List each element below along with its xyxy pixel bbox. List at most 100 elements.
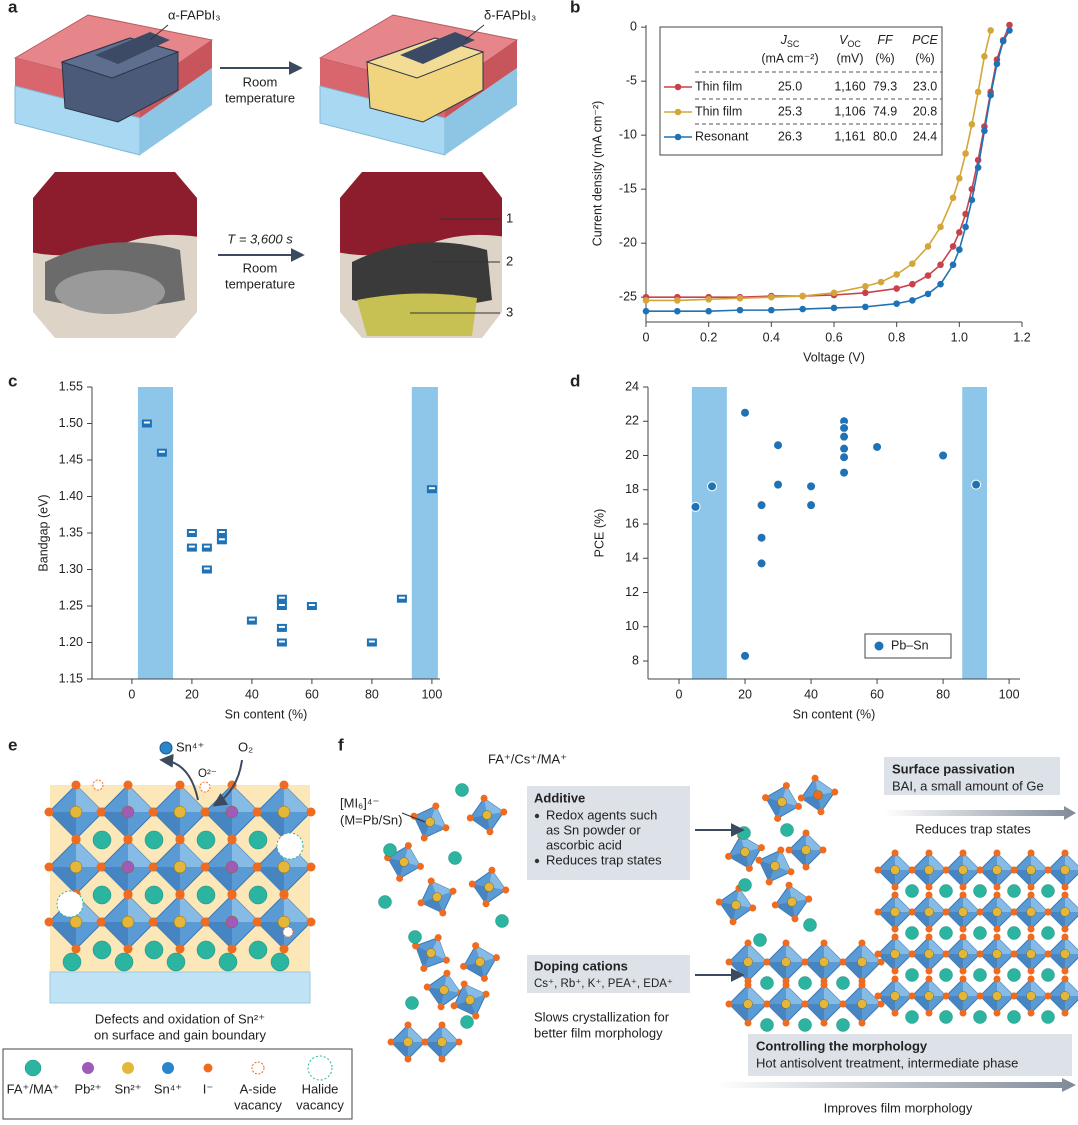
y-tick-label: -25 (619, 289, 637, 303)
point (993, 60, 1001, 68)
info-box (527, 955, 690, 993)
oct-facet (912, 954, 929, 971)
photo (340, 172, 502, 338)
octahedron (942, 975, 984, 1017)
oct-facet (878, 996, 895, 1013)
iodide (455, 1038, 463, 1046)
iodide (482, 990, 490, 998)
point (756, 532, 767, 543)
label: vacancy (234, 1097, 282, 1112)
marker-stripe (278, 640, 285, 643)
octahedron (762, 782, 802, 822)
oct-facet (153, 922, 180, 949)
oct-facet (128, 840, 155, 867)
iodide (200, 917, 210, 927)
point (156, 448, 167, 457)
iodide (976, 908, 984, 916)
oct-facet (205, 812, 232, 839)
point (799, 305, 806, 313)
b-cation (924, 865, 934, 875)
point (674, 297, 681, 304)
oct-facet (425, 1042, 442, 1059)
series-line (646, 30, 992, 302)
iodide (801, 958, 809, 966)
highlight-band (691, 387, 727, 679)
y-tick-label: 20 (625, 448, 639, 462)
table-cell: 79.3 (873, 79, 897, 93)
iodide (959, 883, 967, 891)
octahedron (412, 934, 450, 972)
octahedron (725, 981, 771, 1027)
point (924, 272, 932, 279)
point (396, 594, 407, 603)
octahedron (148, 835, 212, 899)
iodide (782, 1019, 790, 1027)
octahedron (421, 1021, 463, 1063)
b-cation (924, 907, 934, 917)
a-cation (24, 1059, 42, 1077)
iodide (715, 898, 723, 906)
iodide (279, 890, 289, 900)
legend-label: Pb–Sn (891, 638, 929, 652)
octahedron (801, 981, 847, 1027)
b-cation (482, 810, 492, 820)
oct-facet (101, 812, 128, 839)
b-cation (277, 915, 291, 929)
iodide (306, 807, 316, 817)
x-axis-title: Sn content (%) (793, 707, 876, 721)
point (201, 565, 212, 574)
grain-bar (400, 32, 475, 64)
point (705, 296, 712, 303)
a-cation (248, 940, 268, 960)
label: c (8, 371, 17, 390)
iodide (762, 794, 770, 802)
a-cation (378, 895, 392, 909)
oct-facet (824, 943, 843, 962)
oct-facet (1014, 954, 1031, 971)
iodide (449, 887, 457, 895)
a-cation (248, 885, 268, 905)
label: better film morphology (534, 1025, 663, 1040)
a-cation (144, 885, 164, 905)
iodide (925, 975, 933, 983)
label: Cs⁺, Rb⁺, K⁺, PEA⁺, EDA⁺ (534, 978, 673, 990)
oct-facet (786, 985, 805, 1004)
oct-facet (895, 979, 912, 996)
oct-facet (946, 870, 963, 887)
oct-facet (257, 812, 284, 839)
oct-facet (929, 895, 946, 912)
a-cation (798, 976, 812, 990)
iodide (782, 981, 790, 989)
oct-facet (284, 895, 311, 922)
point (736, 306, 744, 314)
point (806, 500, 817, 511)
iodide (1044, 908, 1052, 916)
y-tick-label: 8 (632, 653, 639, 667)
b-cation (924, 949, 934, 959)
b-cation (426, 948, 436, 958)
photo-dark (352, 242, 492, 308)
sn4-ion (159, 741, 173, 755)
a-cation (973, 1010, 987, 1024)
b-cation (958, 907, 968, 917)
x-axis-title: Sn content (%) (225, 707, 308, 721)
point (938, 450, 949, 461)
b-cation (1026, 907, 1036, 917)
iodide (787, 868, 795, 876)
octahedron (874, 891, 916, 933)
a-cation (738, 878, 752, 892)
oct-facet (895, 853, 912, 870)
iodide (925, 1009, 933, 1017)
iodide (765, 878, 773, 886)
oct-facet (862, 985, 881, 1004)
a-cation (448, 851, 462, 865)
label: (M=Pb/Sn) (340, 812, 403, 827)
b-cation (924, 991, 934, 1001)
symbol: FF (877, 33, 894, 47)
label: 1 (506, 210, 513, 225)
iodide (44, 917, 54, 927)
iodide (942, 908, 950, 916)
b-cation (819, 957, 829, 967)
iodide (993, 933, 1001, 941)
b-cation (770, 861, 780, 871)
